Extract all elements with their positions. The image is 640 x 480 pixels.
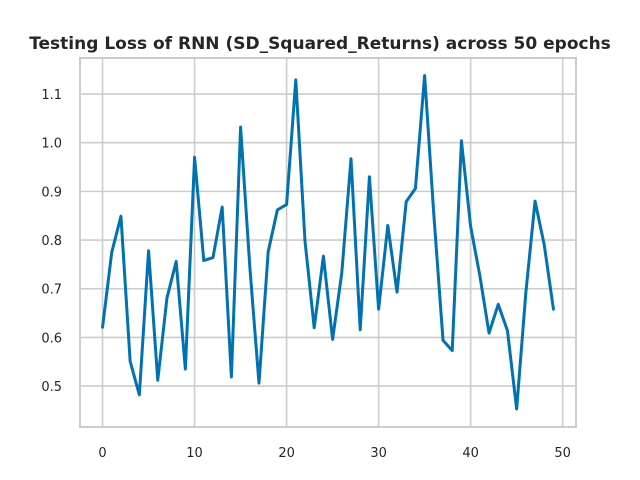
chart-title: Testing Loss of RNN (SD_Squared_Returns)… (29, 34, 611, 54)
y-tick-label: 1.0 (41, 137, 62, 152)
x-axis-ticks: 0 10 20 30 40 50 (98, 446, 571, 461)
x-tick-label: 40 (462, 446, 479, 461)
y-tick-label: 1.1 (41, 88, 62, 103)
x-tick-label: 30 (370, 446, 387, 461)
x-tick-label: 0 (98, 446, 106, 461)
plot-area-frame (79, 57, 577, 428)
y-tick-label: 0.5 (41, 380, 62, 395)
gridlines (80, 58, 576, 427)
loss-series-line (101, 74, 555, 411)
y-tick-label: 0.8 (41, 234, 62, 249)
y-tick-label: 0.6 (41, 331, 62, 346)
x-tick-label: 20 (278, 446, 295, 461)
x-tick-label: 50 (554, 446, 571, 461)
series-layer (101, 74, 555, 411)
y-tick-label: 0.7 (41, 283, 62, 298)
y-tick-label: 0.9 (41, 185, 62, 200)
x-tick-label: 10 (186, 446, 203, 461)
y-axis-ticks: 0.5 0.6 0.7 0.8 0.9 1.0 1.1 (41, 88, 62, 395)
